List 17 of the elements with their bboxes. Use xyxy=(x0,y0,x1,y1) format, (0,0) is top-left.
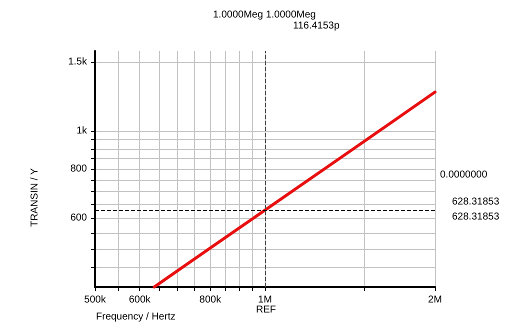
y-tick-label: 1.5k xyxy=(68,56,88,68)
y-axis-title: TRANSIN / Y xyxy=(30,168,40,227)
x-tick-label: 1M xyxy=(258,294,272,306)
text: 1.0000Meg 1.0000Meg xyxy=(213,10,316,20)
text: 628.31853 xyxy=(452,196,500,208)
y-tick-label: 800 xyxy=(70,164,88,174)
x-tick-label: 500k xyxy=(84,294,107,306)
text: 628.31853 xyxy=(452,212,500,222)
y-tick-label: 600 xyxy=(70,212,88,224)
x-axis-title: Frequency / Hertz xyxy=(96,312,176,322)
x-tick-label: 600k xyxy=(128,294,152,306)
text: REF xyxy=(256,304,276,316)
y-tick-label: 1k xyxy=(76,126,88,137)
text: 0.0000000 xyxy=(440,170,488,180)
text: 116.4153p xyxy=(293,20,340,32)
x-tick-label: 2M xyxy=(428,294,442,306)
x-tick-label: 800k xyxy=(199,294,222,306)
